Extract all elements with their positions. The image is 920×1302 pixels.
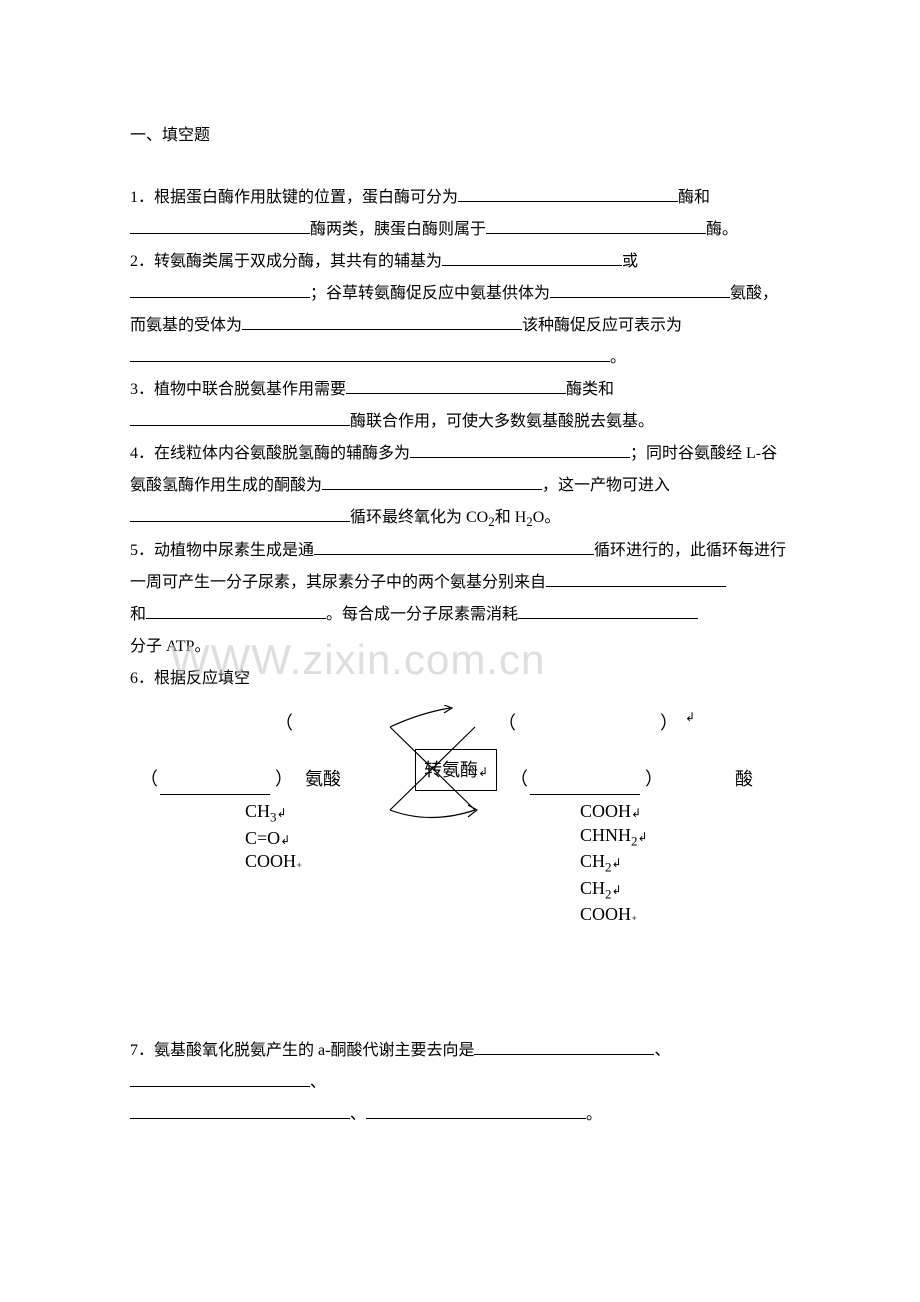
- q2-text5: 该种酶促反应可表示为: [522, 317, 682, 334]
- q5-text1: 动植物中尿素生成是通: [154, 542, 314, 559]
- q1-num: 1．: [130, 189, 154, 206]
- q2-text3: ；谷草转氨酶促反应中氨基供体为: [310, 285, 550, 302]
- q1-blank1: [458, 184, 678, 202]
- right-chem-5: COOH₊: [580, 903, 648, 926]
- section-title: 一、填空题: [130, 120, 790, 152]
- q3-num: 3．: [130, 381, 154, 398]
- q1-text4: 酶。: [706, 221, 738, 238]
- q4-text1: 在线粒体内谷氨酸脱氢酶的辅酶多为: [154, 445, 410, 462]
- q3-text3: 酶联合作用，可使大多数氨基酸脱去氨基。: [350, 413, 654, 430]
- q4-text4: 循环最终氧化为 CO: [350, 509, 488, 526]
- question-1: 1．根据蛋白酶作用肽键的位置，蛋白酶可分为 酶和 酶两类，胰蛋白酶则属于 酶。: [130, 182, 790, 246]
- q5-blank2: [546, 569, 726, 587]
- q5-text4: 。每合成一分子尿素需消耗: [326, 606, 518, 623]
- q3-blank2: [130, 408, 350, 426]
- q2-text6: 。: [610, 349, 626, 366]
- q6-num: 6．: [130, 670, 154, 687]
- q3-blank1: [346, 376, 566, 394]
- q2-blank2: [130, 280, 310, 298]
- q4-text5: 和 H: [495, 509, 527, 526]
- right-chem-1: COOH↲: [580, 800, 648, 823]
- q3-text1: 植物中联合脱氨基作用需要: [154, 381, 346, 398]
- left-chem-2: C=O↲: [245, 827, 302, 850]
- q4-blank2: [322, 472, 542, 490]
- q7-text5: 。: [586, 1106, 602, 1123]
- q5-blank3: [146, 601, 326, 619]
- question-5: 5．动植物中尿素生成是通循环进行的，此循环每进行一周可产生一分子尿素，其尿素分子…: [130, 535, 790, 663]
- q7-blank1: [474, 1037, 654, 1055]
- q3-text2: 酶类和: [566, 381, 614, 398]
- question-6: 6．根据反应填空: [130, 663, 790, 695]
- q5-blank1: [314, 537, 594, 555]
- q2-blank4: [242, 312, 522, 330]
- q4-text3: ，这一产物可进入: [542, 477, 670, 494]
- q7-blank4: [366, 1101, 586, 1119]
- q5-text5: 分子 ATP。: [130, 638, 210, 655]
- q2-blank3: [550, 280, 730, 298]
- q1-blank3: [486, 216, 706, 234]
- q5-text3: 和: [130, 606, 146, 623]
- right-formula: COOH↲ CHNH2↲ CH2↲ CH2↲ COOH₊: [580, 800, 648, 926]
- q7-num: 7．: [130, 1042, 154, 1059]
- right-chem-2: CHNH2↲: [580, 824, 648, 850]
- q2-blank5: [130, 344, 610, 362]
- q1-text3: 酶两类，胰蛋白酶则属于: [310, 221, 486, 238]
- q6-text1: 根据反应填空: [154, 670, 250, 687]
- q5-blank4: [518, 601, 698, 619]
- q2-blank1: [442, 248, 622, 266]
- question-7: 7．氨基酸氧化脱氨产生的 a-酮酸代谢主要去向是、 、 、。: [130, 1035, 790, 1131]
- question-2: 2．转氨酶类属于双成分酶，其共有的辅基为或 ；谷草转氨酶促反应中氨基供体为氨酸，…: [130, 246, 790, 374]
- right-chem-3: CH2↲: [580, 850, 648, 876]
- left-chem-1: CH3↲: [245, 800, 302, 826]
- q2-num: 2．: [130, 253, 154, 270]
- q7-text4: 、: [350, 1106, 366, 1123]
- q4-blank1: [410, 440, 630, 458]
- question-4: 4．在线粒体内谷氨酸脱氢酶的辅酶多为；同时谷氨酸经 L-谷氨酸氢酶作用生成的酮酸…: [130, 438, 790, 535]
- q4-blank3: [130, 504, 350, 522]
- q7-text1: 氨基酸氧化脱氨产生的 a-酮酸代谢主要去向是: [154, 1042, 474, 1059]
- left-formula: CH3↲ C=O↲ COOH₊: [245, 800, 302, 873]
- right-chem-4: CH2↲: [580, 877, 648, 903]
- q7-text3: 、: [310, 1074, 326, 1091]
- q1-text2: 酶和: [678, 189, 710, 206]
- q4-text6: O。: [533, 509, 561, 526]
- q5-num: 5．: [130, 542, 154, 559]
- q4-num: 4．: [130, 445, 154, 462]
- q2-text1: 转氨酶类属于双成分酶，其共有的辅基为: [154, 253, 442, 270]
- q2-text2: 或: [622, 253, 638, 270]
- q1-text1: 根据蛋白酶作用肽键的位置，蛋白酶可分为: [154, 189, 458, 206]
- reaction-diagram: （ （ ） ↲ （ ） 氨酸 转氨酶↲ （ ） 酸 CH3↲ C=O↲ COOH…: [140, 705, 800, 985]
- q7-blank3: [130, 1101, 350, 1119]
- left-chem-3: COOH₊: [245, 850, 302, 873]
- q7-text2: 、: [654, 1042, 670, 1059]
- q1-blank2: [130, 216, 310, 234]
- q7-blank2: [130, 1069, 310, 1087]
- diagram-arrows: [140, 705, 800, 985]
- question-3: 3．植物中联合脱氨基作用需要 酶类和 酶联合作用，可使大多数氨基酸脱去氨基。: [130, 374, 790, 438]
